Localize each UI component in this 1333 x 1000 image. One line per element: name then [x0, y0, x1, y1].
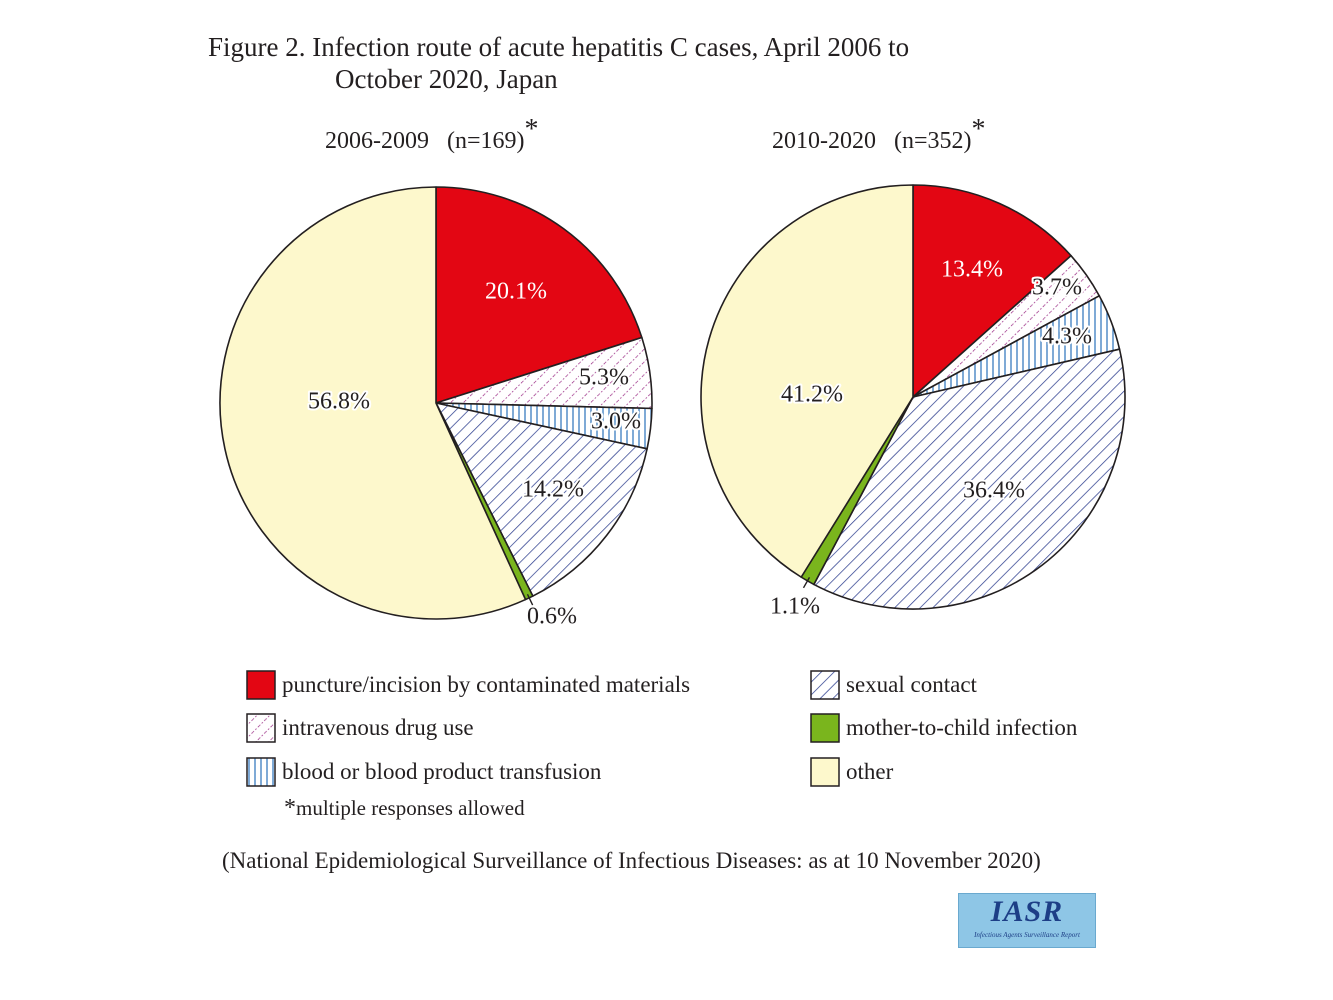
legend-swatch-mother [810, 713, 840, 743]
pie-2-slice-puncture [912, 184, 1072, 398]
pie-1-label-drug: 5.3% [579, 365, 629, 391]
pie-1-slice-other [219, 186, 527, 620]
pie-chart-2006-2009: 20.1% 5.3% 3.0% 14.2% 0.6% 56.8% [219, 186, 653, 630]
legend-puncture: puncture/incision by contaminated materi… [246, 670, 690, 700]
pie-2-label-puncture: 13.4% [941, 257, 1003, 283]
pie-2-slice-sexual [813, 348, 1126, 610]
pie-2-label-mother: 1.1% [770, 594, 820, 620]
pie-2-slice-other [700, 184, 914, 578]
pie-1-slice-puncture [435, 186, 643, 404]
pie-1-label-transfusion: 3.0% [591, 409, 641, 435]
figure-title-line-2: October 2020, Japan [335, 64, 558, 94]
pie-1-label-puncture: 20.1% [485, 279, 547, 305]
pie-chart-2010-2020: 13.4% 3.7% 4.3% 36.4% 1.1% 41.2% [700, 184, 1126, 620]
figure-title-line-1: Figure 2. Infection route of acute hepat… [208, 32, 910, 62]
legend-transfusion: blood or blood product transfusion [246, 757, 601, 787]
iasr-logo: IASR Infectious Agents Surveillance Repo… [958, 893, 1096, 948]
pie-1-label-other: 56.8% [308, 389, 370, 415]
pie-2-label-other: 41.2% [781, 382, 843, 408]
pie-1-leader-mother [526, 593, 534, 606]
pie-1-label-mother: 0.6% [527, 604, 577, 630]
pie-2-label-transfusion: 4.3% [1042, 324, 1092, 350]
legend-other: other [810, 757, 893, 787]
legend-mother: mother-to-child infection [810, 713, 1077, 743]
legend-swatch-drug [246, 713, 276, 743]
pie-1-label-sexual: 14.2% [522, 477, 584, 503]
source-note: (National Epidemiological Surveillance o… [222, 848, 1041, 873]
legend-label-drug: intravenous drug use [282, 715, 474, 740]
logo-main-text: IASR [990, 895, 1064, 928]
footnote: *multiple responses allowed [284, 795, 525, 822]
pie-1-asterisk: * [524, 114, 539, 145]
legend-drug: intravenous drug use [246, 713, 474, 743]
pie-2-leader-mother [802, 577, 811, 589]
legend-swatch-transfusion [246, 757, 276, 787]
pie-1-slice-sexual [435, 402, 648, 597]
pie-2-label-drug: 3.7% [1032, 275, 1082, 301]
legend-swatch-other [810, 757, 840, 787]
legend-label-puncture: puncture/incision by contaminated materi… [282, 672, 691, 697]
pie-2-label-sexual: 36.4% [963, 478, 1025, 504]
pie-2-title: 2010-2020 [772, 128, 876, 154]
footnote-text: multiple responses allowed [296, 796, 525, 820]
pie-1-n: (n=169) [447, 128, 525, 154]
legend-label-mother: mother-to-child infection [846, 715, 1078, 740]
legend-swatch-sexual [810, 670, 840, 700]
logo-sub-text: Infectious Agents Surveillance Report [974, 931, 1080, 939]
pie-1-header: 2006-2009 (n=169)* [325, 114, 539, 156]
legend-label-transfusion: blood or blood product transfusion [282, 759, 602, 784]
pie-2-asterisk: * [971, 114, 986, 145]
pie-2-header: 2010-2020 (n=352)* [772, 114, 986, 156]
pie-2-n: (n=352) [894, 128, 972, 154]
legend-label-other: other [846, 759, 894, 784]
legend-sexual: sexual contact [810, 670, 977, 700]
pie-1-title: 2006-2009 [325, 128, 429, 154]
footnote-asterisk: * [284, 795, 296, 821]
legend-swatch-puncture [246, 670, 276, 700]
legend-label-sexual: sexual contact [846, 672, 977, 697]
